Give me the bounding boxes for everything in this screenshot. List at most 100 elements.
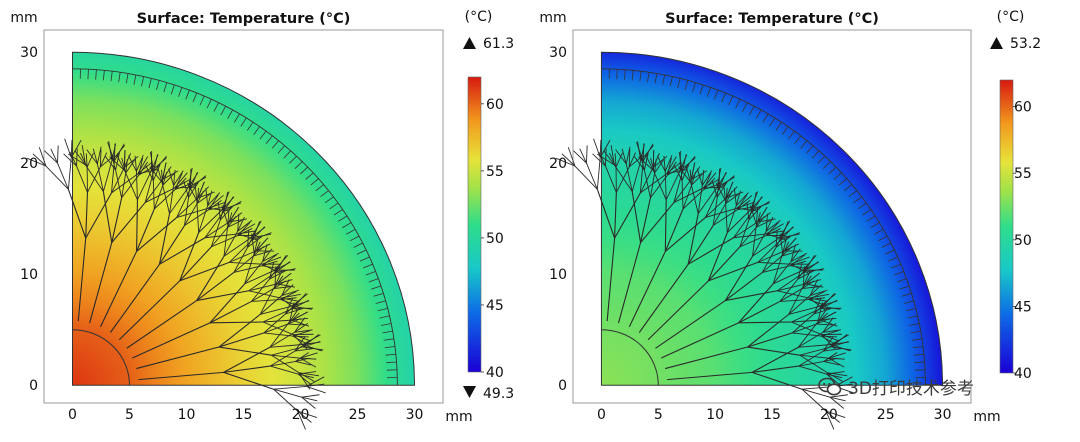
channel-segment xyxy=(687,213,699,265)
channel-segment xyxy=(306,386,326,394)
channel-segment xyxy=(136,199,138,252)
colorbar-tick-label: 40 xyxy=(486,365,504,381)
channel-segment xyxy=(292,293,307,309)
watermark-text: 3D打印技术参考 xyxy=(848,379,974,399)
channel-segment xyxy=(799,346,832,356)
rim-tooth xyxy=(363,263,373,269)
channel-segment xyxy=(223,200,242,212)
x-tick-label: 15 xyxy=(235,407,253,423)
channel-segment xyxy=(218,332,264,348)
channel-segment xyxy=(137,170,152,201)
channel-segment xyxy=(621,148,627,164)
channel-segment xyxy=(690,162,696,180)
x-tick-label: 0 xyxy=(597,407,606,423)
rim-tooth xyxy=(903,300,914,304)
channel-segment xyxy=(99,152,108,168)
channel-segment xyxy=(295,352,309,362)
rim-tooth xyxy=(684,80,689,91)
channel-segment xyxy=(766,230,784,235)
channel-segment xyxy=(159,225,185,265)
channel-segment xyxy=(810,289,828,296)
channel-segment xyxy=(289,306,301,322)
channel-segment xyxy=(788,305,821,315)
channel-segment xyxy=(823,352,838,362)
rim-tooth xyxy=(775,121,782,131)
channel-segment xyxy=(614,192,641,239)
rim-tooth xyxy=(220,106,227,116)
channel-segment xyxy=(273,385,307,390)
rim-tooth xyxy=(909,323,920,326)
channel-segment xyxy=(751,191,757,212)
channel-segment xyxy=(184,197,190,226)
rim-tooth xyxy=(616,69,618,80)
channel-segment xyxy=(251,299,281,302)
channel-segment xyxy=(762,255,783,273)
rim-tooth xyxy=(333,209,343,216)
rim-tooth xyxy=(329,202,339,210)
channel-segment xyxy=(685,165,692,183)
channel-segment xyxy=(639,161,644,194)
channel-segment xyxy=(660,322,739,359)
channel-segment xyxy=(280,297,299,302)
rim-tooth xyxy=(639,71,642,82)
channel-segment xyxy=(664,199,667,252)
channel-segment xyxy=(269,350,296,367)
channel-segment xyxy=(747,314,789,348)
channel-segment xyxy=(115,169,123,198)
channel-segment xyxy=(136,208,155,252)
rim-tooth xyxy=(907,315,918,319)
channel-segment xyxy=(116,154,125,171)
channel-segment xyxy=(809,293,830,299)
channel-segment xyxy=(276,272,292,285)
channel-segment xyxy=(792,323,817,334)
channel-segment xyxy=(273,275,284,289)
channel-segment xyxy=(227,219,243,228)
channel-segment xyxy=(169,185,175,214)
channel-segment xyxy=(820,311,837,321)
channel-segment xyxy=(829,396,846,402)
channel-segment xyxy=(823,360,840,366)
rim-tooth xyxy=(899,285,910,290)
channel-segment xyxy=(295,360,312,366)
channel-segment xyxy=(247,236,263,248)
channel-segment xyxy=(628,149,631,167)
channel-segment xyxy=(188,182,199,198)
rim-tooth xyxy=(110,71,113,82)
rim-tooth xyxy=(353,242,363,248)
channel-segment xyxy=(85,153,88,168)
channel-segment xyxy=(152,164,161,181)
channel-segment xyxy=(67,189,87,239)
channel-segment xyxy=(196,193,211,204)
channel-segment xyxy=(792,332,822,337)
channel-segment xyxy=(748,206,762,221)
channel-segment xyxy=(57,162,69,190)
channel-segment xyxy=(667,161,677,176)
rim-tooth xyxy=(912,346,924,349)
channel-segment xyxy=(673,171,683,203)
channel-segment xyxy=(779,288,803,302)
channel-segment xyxy=(817,306,829,322)
channel-segment xyxy=(152,180,155,210)
channel-segment xyxy=(573,150,587,164)
channel-segment xyxy=(237,233,258,241)
rim-tooth xyxy=(853,196,862,204)
channel-segment xyxy=(647,280,709,341)
rim-tooth xyxy=(246,121,254,131)
channel-segment xyxy=(38,147,47,167)
channel-segment xyxy=(780,226,794,241)
channel-segment xyxy=(121,174,140,199)
channel-segment xyxy=(829,396,845,409)
chart-panel-2: Surface: Temperature (°C) mm mm 0 5 10 15 20 25 3… xyxy=(539,9,1041,430)
rim-tooth xyxy=(624,69,626,80)
rim-tooth xyxy=(862,209,872,216)
rim-tooth xyxy=(294,161,303,169)
channel-segment xyxy=(682,155,696,172)
channel-segment xyxy=(761,247,777,273)
channel-segment xyxy=(640,202,675,243)
colorbar-tick-label: 50 xyxy=(1014,233,1032,249)
channel-segment xyxy=(762,265,791,273)
channel-segment xyxy=(816,323,833,326)
wechat-icon xyxy=(818,377,842,395)
channel-segment xyxy=(273,286,290,290)
channel-segment xyxy=(780,232,801,241)
